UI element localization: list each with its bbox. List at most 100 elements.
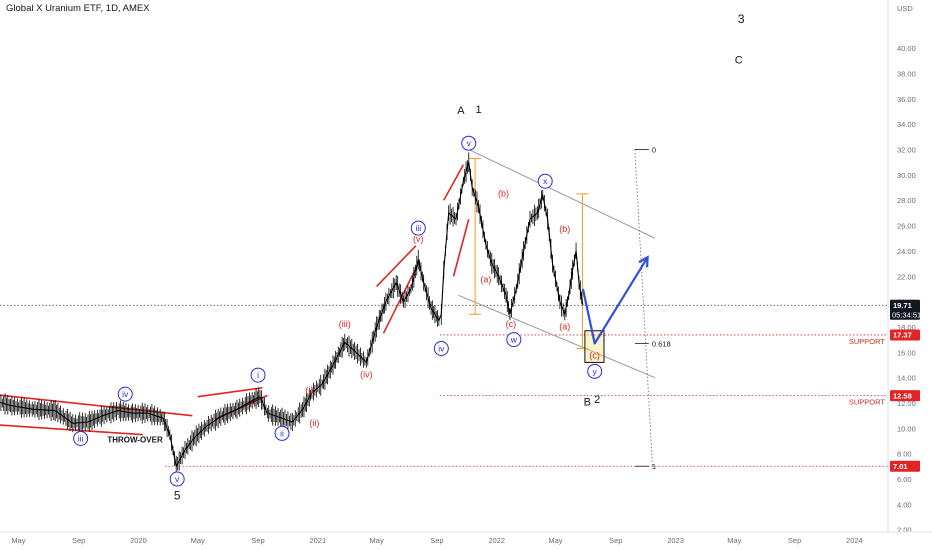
y-tick-label: 12.00 [897,399,916,408]
wave-label: (c) [506,319,517,329]
wave-label: y [593,366,598,376]
x-tick-label: May [727,536,741,545]
wave-label: (i) [305,385,313,395]
wave-circle [537,173,553,189]
wave-circle [73,430,89,446]
trend-line [197,386,263,398]
wave-label: C [735,54,743,66]
y-tick-label: 16.00 [897,348,916,357]
trend-line [0,394,193,417]
wave-circle [274,425,290,441]
wave-circle [117,386,133,402]
price-tag [890,329,920,341]
wave-label: (a) [480,275,491,285]
wave-label: (c) [589,351,600,361]
wave-circle [587,363,603,379]
wave-circle [433,341,449,357]
trend-line [0,424,143,436]
wave-label: (iii) [339,319,351,329]
y-tick-label: 22.00 [897,272,916,281]
x-tick-label: Sep [72,536,85,545]
x-tick-label: 2023 [667,536,684,545]
price-tag-value: 7.01 [893,462,908,471]
y-tick-label: 30.00 [897,171,916,180]
y-tick-label: 32.00 [897,146,916,155]
y-tick-label: 8.00 [897,450,912,459]
price-tag-value: 19.71 [893,301,912,310]
y-tick-label: 4.00 [897,500,912,509]
x-tick-label: 2021 [309,536,326,545]
trend-line [452,219,470,277]
y-tick-label: 24.00 [897,247,916,256]
wave-label: (v) [413,234,424,244]
projection-path [581,256,649,345]
wave-label: iii [78,433,84,443]
projection-arrowhead [638,255,649,268]
price-tag [890,299,920,320]
y-tick-label: 36.00 [897,95,916,104]
wave-label: (b) [559,224,570,234]
wave-label: i [257,370,259,380]
y-tick-label: 38.00 [897,70,916,79]
wave-circle [250,367,266,383]
wave-label: (ii) [309,418,319,428]
wave-label: iv [438,344,445,354]
y-tick-label: 2.00 [897,526,912,535]
y-tick-label: 18.00 [897,323,916,332]
x-tick-label: 2022 [488,536,505,545]
x-tick-label: 2020 [130,536,147,545]
fib-label-0618: 0.618 [652,339,671,348]
trend-line [458,294,656,379]
trend-line [468,149,656,239]
x-tick-label: Sep [609,536,622,545]
x-tick-label: Sep [251,536,264,545]
price-tag [890,460,920,472]
trend-line [376,245,417,287]
price-tag [890,390,920,402]
wave-label: w [510,335,518,345]
wave-circle [410,220,426,236]
wave-label: iii [415,223,421,233]
y-tick-label: 6.00 [897,475,912,484]
wave-label: 3 [738,12,745,26]
chart-title: Global X Uranium ETF, 1D, AMEX [6,3,150,14]
price-tag-value: 17.37 [893,331,912,340]
x-tick-label: May [11,536,25,545]
wave-label: (a) [559,321,570,331]
x-tick-label: May [548,536,562,545]
wave-label: (iv) [360,370,373,380]
fib-label-0: 0 [652,146,656,155]
y-tick-label: 10.00 [897,424,916,433]
wave-label: 5 [174,488,181,502]
price-tag-countdown: 05:34:51 [892,310,921,319]
price-tag-value: 12.58 [893,391,912,400]
wave-label: B [584,397,591,409]
wave-label: 1 [475,104,481,116]
wave-label: v [467,138,472,148]
x-tick-label: Sep [788,536,801,545]
y-tick-label: 28.00 [897,196,916,205]
fib-dotted-line [634,149,653,467]
price-series-line [0,161,584,467]
wave-circle [169,471,185,487]
x-tick-label: May [191,536,205,545]
price-axis-unit: USD [897,4,913,13]
throw-over-label: THROW-OVER [107,435,163,444]
wave-label: v [175,474,180,484]
wave-label: (b) [498,188,509,198]
wave-label: iv [122,389,129,399]
x-tick-label: May [370,536,384,545]
support-label: SUPPORT [849,337,886,346]
wave-label: ii [280,428,284,438]
fib-label-1: 1 [652,462,656,471]
wave-label: A [457,105,465,117]
wave-circle [461,135,477,151]
y-tick-label: 34.00 [897,120,916,129]
wave-label: x [543,176,548,186]
y-tick-label: 14.00 [897,374,916,383]
wave-circle [506,332,522,348]
wave-label: 2 [594,394,600,406]
target-zone-box [584,330,605,363]
